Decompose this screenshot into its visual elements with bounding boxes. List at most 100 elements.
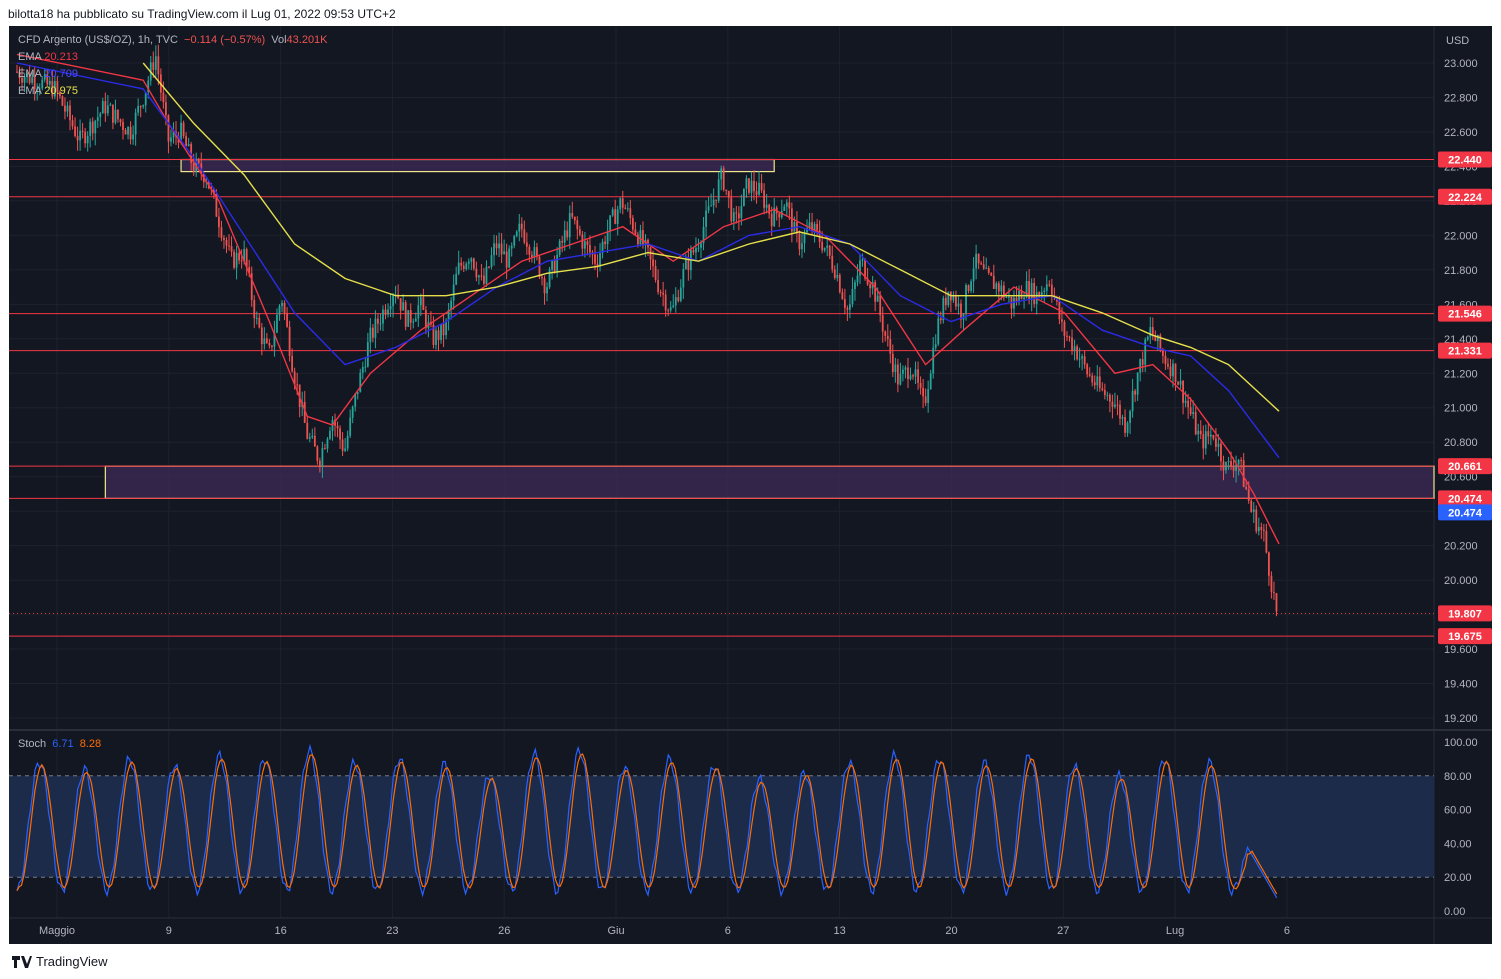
stoch-legend[interactable]: Stoch 6.71 8.28 [18,738,101,750]
candle [740,206,743,219]
candle [1242,460,1245,487]
candle [53,81,56,97]
candle [763,190,766,208]
candle [99,113,102,118]
candle [134,112,137,135]
candle [722,168,725,190]
candle [106,105,109,114]
candle [695,247,697,253]
candle [934,344,937,348]
candle [987,267,990,273]
candle [384,309,387,315]
currency-label: USD [1446,35,1469,47]
stoch-tick-label: 40.00 [1444,838,1472,850]
candle [1045,284,1048,291]
candle [218,216,220,228]
candle [972,268,975,282]
stoch-k-line [16,743,1278,899]
candle [677,297,680,301]
candle [624,207,627,209]
candle [1073,346,1076,351]
stoch-tick-label: 20.00 [1444,872,1472,884]
candle [43,74,46,80]
candle [278,306,281,315]
candle [1025,281,1028,298]
candle [59,92,61,97]
stoch-d-line [16,753,1278,895]
candle [334,419,336,426]
candle [1000,285,1003,292]
candle [841,292,844,300]
candle [404,302,407,327]
candle [56,81,59,93]
candle [619,198,622,210]
tradingview-logo[interactable]: TradingView [12,954,108,969]
candle [36,88,39,90]
candle [1002,285,1005,298]
tradingview-brand: TradingView [36,954,108,969]
candle [414,318,417,322]
candle [69,105,71,121]
candle [773,207,776,227]
candle [917,369,919,383]
candle [422,297,425,311]
candle [1050,284,1053,295]
candle [1167,363,1169,367]
candle [849,304,851,310]
candle [520,223,523,230]
resistance-zone [180,158,775,173]
candle [455,273,458,285]
ema-legend-2[interactable]: EMA 20.709 [18,68,78,80]
candle [599,253,601,267]
candle [26,72,28,77]
candle [1215,438,1217,447]
candle [1189,407,1192,414]
candle [260,327,263,345]
candle [884,331,887,336]
candle [167,115,170,142]
candle [586,241,589,246]
candle [982,264,985,269]
candle [904,367,907,370]
time-axis-label: 13 [834,925,846,937]
candle [288,326,291,356]
candle [1076,346,1078,360]
candle [84,131,87,144]
price-tick-label: 22.800 [1444,92,1478,104]
candle [114,109,117,123]
candle [1194,412,1197,435]
candle [89,121,92,136]
candle [874,282,877,302]
candle [306,422,309,439]
candle [1101,388,1104,390]
candle [1139,359,1142,373]
candle [243,249,246,262]
candle [548,269,551,288]
ema-line-3 [142,62,1280,412]
candle [662,292,665,295]
candle [611,209,614,216]
chart-frame[interactable]: 23.00022.80022.60022.40022.20022.00021.8… [9,26,1492,944]
candle [313,435,316,447]
candle [679,287,682,301]
ema-legend-3[interactable]: EMA 20.975 [18,85,78,97]
candle [1220,443,1222,462]
candle [967,285,970,291]
candle [907,367,909,380]
candle [76,135,79,141]
symbol-name[interactable]: CFD Argento (US$/OZ), 1h, TVC [18,34,178,46]
ema-legend-1[interactable]: EMA 20.213 [18,51,78,63]
candle [435,330,437,345]
candle [152,62,155,70]
candle [637,234,639,245]
candle [977,253,980,264]
candle [79,130,81,141]
candle [172,131,175,138]
chart-canvas[interactable]: 23.00022.80022.60022.40022.20022.00021.8… [9,26,1492,944]
candle [1273,592,1275,594]
candle [861,259,864,261]
candle [462,265,465,269]
candle [447,309,450,321]
candle [1068,336,1071,338]
candle [170,137,172,142]
